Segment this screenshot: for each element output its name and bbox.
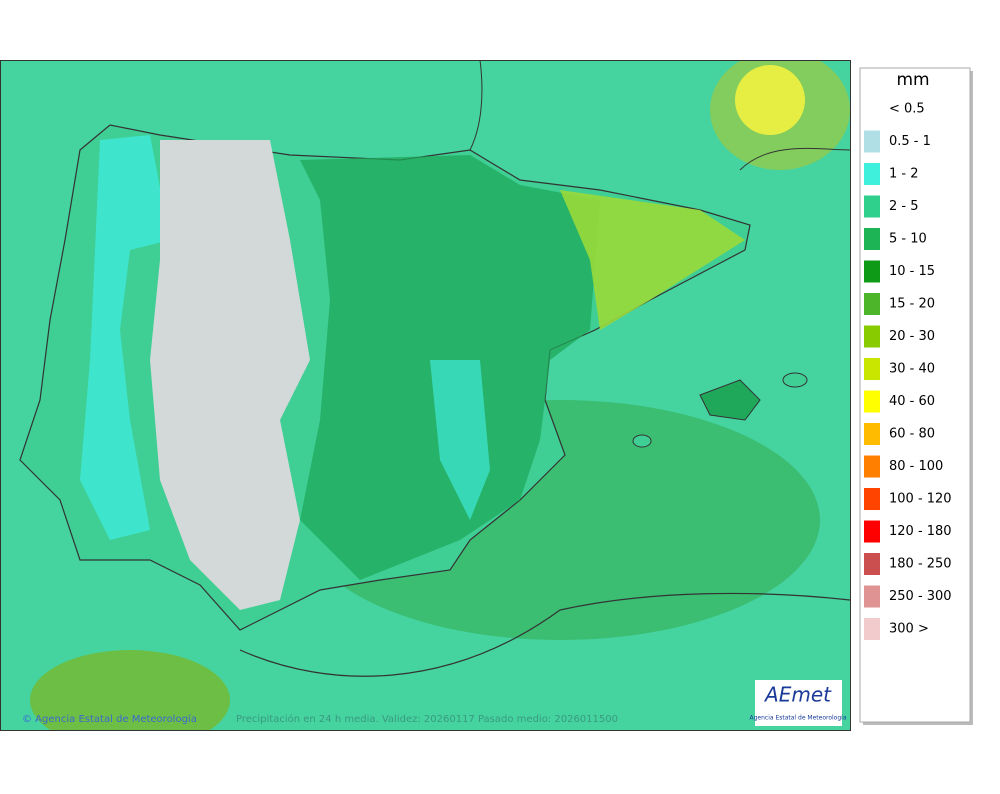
legend-swatch (864, 228, 880, 250)
legend-label: 10 - 15 (889, 264, 935, 279)
map-frame (0, 60, 851, 731)
logo-box (755, 680, 842, 726)
legend-label: 40 - 60 (889, 394, 935, 409)
legend-swatch (864, 618, 880, 640)
legend-title: mm (896, 70, 929, 90)
legend-label: 80 - 100 (889, 459, 943, 474)
legend-swatch (864, 390, 880, 413)
legend-swatch (864, 293, 880, 315)
legend-label: 100 - 120 (889, 492, 952, 507)
logo-subtitle: Agencia Estatal de Meteorología (750, 715, 847, 722)
legend-swatch (864, 423, 880, 445)
legend-label: 120 - 180 (889, 524, 952, 539)
logo-name: AEmet (763, 683, 832, 707)
legend-label: 300 > (889, 622, 929, 637)
caption: Precipitación en 24 h media. Validez: 20… (236, 713, 618, 725)
legend-swatch (864, 195, 880, 218)
legend-swatch (864, 520, 880, 543)
legend-swatch (864, 358, 880, 380)
legend-swatch (864, 325, 880, 348)
legend-label: 250 - 300 (889, 589, 952, 604)
legend-swatch (864, 130, 880, 153)
legend-swatch (864, 585, 880, 608)
legend-swatch (864, 455, 880, 478)
legend-label: 1 - 2 (889, 167, 919, 182)
legend-swatch (864, 553, 880, 575)
legend-swatch (864, 260, 880, 283)
map: AEmet Agencia Estatal de Meteorología © … (0, 60, 850, 730)
legend-label: 0.5 - 1 (889, 134, 931, 149)
legend-items: < 0.5 0.5 - 1 1 - 2 2 - 5 5 - 10 10 - 15 15 - … (864, 102, 952, 640)
legend-swatch (864, 488, 880, 510)
legend-label: 2 - 5 (889, 199, 919, 214)
credit: © Agencia Estatal de Meteorología (22, 713, 197, 725)
legend-swatch (864, 163, 880, 185)
legend-label: 20 - 30 (889, 329, 935, 344)
legend-label: < 0.5 (889, 102, 925, 117)
legend-label: 30 - 40 (889, 362, 935, 377)
legend-label: 5 - 10 (889, 232, 927, 247)
legend-label: 15 - 20 (889, 297, 935, 312)
legend-label: 60 - 80 (889, 427, 935, 442)
legend-label: 180 - 250 (889, 557, 952, 572)
